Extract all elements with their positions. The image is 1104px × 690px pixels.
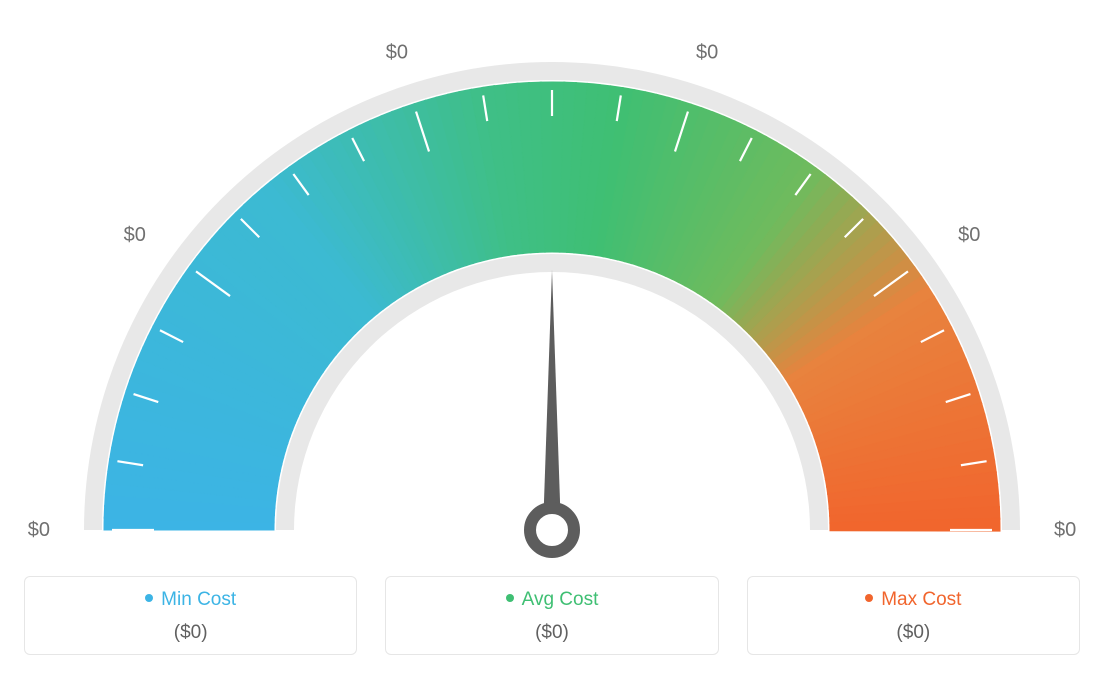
gauge-tick-label: $0 [124, 224, 146, 246]
legend-title-min: Min Cost [25, 589, 356, 612]
legend-value-avg: ($0) [386, 622, 717, 644]
gauge-tick-label: $0 [958, 224, 980, 246]
legend-card-max: Max Cost ($0) [747, 576, 1080, 655]
gauge-needle [543, 270, 561, 530]
gauge-tick-label: $0 [28, 519, 50, 541]
gauge-needle-hub [530, 508, 574, 552]
gauge-tick-label: $0 [1054, 519, 1076, 541]
gauge-tick-label: $0 [386, 42, 408, 64]
cost-gauge: $0 $0 $0 $0 $0 $0 [0, 0, 1104, 560]
legend-value-max: ($0) [748, 622, 1079, 644]
legend-dot-icon [865, 594, 873, 602]
legend-value-min: ($0) [25, 622, 356, 644]
legend-dot-icon [145, 594, 153, 602]
legend-dot-icon [506, 594, 514, 602]
gauge-svg: $0 $0 $0 $0 $0 $0 [0, 0, 1104, 560]
legend-card-avg: Avg Cost ($0) [385, 576, 718, 655]
legend-title-max: Max Cost [748, 589, 1079, 612]
legend-card-min: Min Cost ($0) [24, 576, 357, 655]
legend-row: Min Cost ($0) Avg Cost ($0) Max Cost ($0) [0, 576, 1104, 655]
gauge-tick-label: $0 [696, 42, 718, 64]
legend-title-avg: Avg Cost [386, 589, 717, 612]
